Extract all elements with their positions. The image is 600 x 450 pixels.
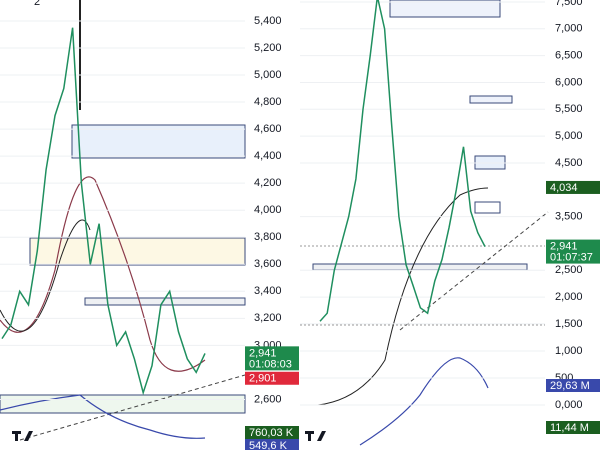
y-tick-label: 3,400 <box>254 285 282 297</box>
y-tick-label: 4,800 <box>254 96 282 108</box>
price-label-box <box>245 346 299 371</box>
y2-tick-label: 0,000 <box>555 399 583 411</box>
volume-label: 549,6 K <box>249 440 288 450</box>
volume-label-box <box>245 439 299 450</box>
y-tick-label: 6,500 <box>555 50 583 62</box>
y-tick-label: 4,500 <box>555 157 583 169</box>
decorations <box>0 0 549 446</box>
y-tick-label: 4,200 <box>254 177 282 189</box>
y-tick-label: 5,000 <box>254 69 282 81</box>
y-tick-label: 5,500 <box>555 103 583 115</box>
price-label: 2,941 <box>249 347 277 359</box>
y-tick-label: 4,000 <box>254 204 282 216</box>
y-tick-label: 3,600 <box>254 258 282 270</box>
price-line <box>319 0 486 322</box>
volume-label: 760,03 K <box>249 427 294 439</box>
price-line <box>1 27 206 396</box>
volume-label-box <box>546 421 600 434</box>
price-label-box <box>546 239 600 264</box>
volume-label-box <box>245 426 299 439</box>
y-tick-label: 6,000 <box>555 76 583 88</box>
y-tick-label: 2,600 <box>254 393 282 405</box>
y-tick-label: 5,000 <box>555 130 583 142</box>
volume-label: 11,44 M <box>550 422 589 434</box>
y-tick-label: 4,400 <box>254 150 282 162</box>
indicator-count: 2 <box>34 0 40 8</box>
y-tick-label: 7,500 <box>555 0 583 8</box>
y-tick-label: 5,200 <box>254 42 282 54</box>
y-tick-label: 3,800 <box>254 231 282 243</box>
y-tick-label: 2,500 <box>555 264 583 276</box>
countdown: 01:08:03 <box>249 358 292 370</box>
y-tick-label: 3,200 <box>254 312 282 324</box>
y-tick-label: 4,600 <box>254 123 282 135</box>
countdown: 01:07:37 <box>550 251 593 263</box>
y-tick-label: 5,400 <box>254 15 282 27</box>
price-label: 2,901 <box>249 373 277 385</box>
y-tick-label: 2,000 <box>555 291 583 303</box>
y-tick-label: 1,500 <box>555 318 583 330</box>
price-label: 4,034 <box>550 182 578 194</box>
volume-label: 29,63 M <box>550 380 590 392</box>
price-label-box <box>245 371 299 385</box>
y-tick-label: 3,500 <box>555 211 583 223</box>
price-label: 2,941 <box>550 240 578 252</box>
volume-label-box <box>546 379 600 392</box>
y2-tick-label: 1,000 <box>555 345 583 357</box>
y-tick-label: 7,000 <box>555 23 583 35</box>
price-label-box <box>546 180 600 194</box>
